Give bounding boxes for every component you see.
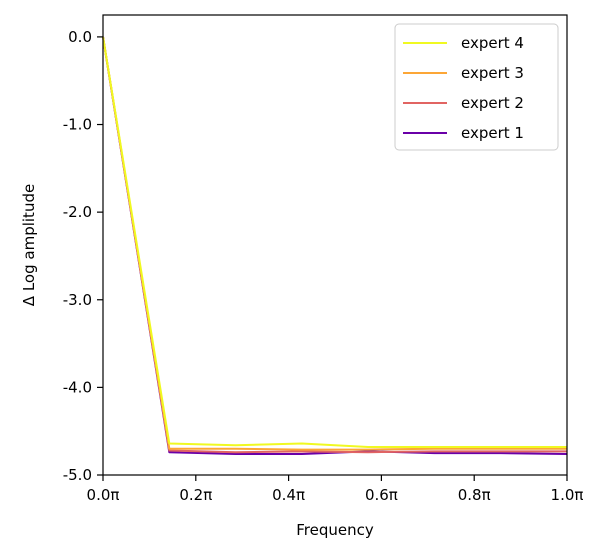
series-layer — [102, 36, 568, 455]
legend-label: expert 2 — [461, 94, 524, 112]
y-tick-label: -3.0 — [63, 291, 92, 309]
legend-label: expert 4 — [461, 34, 524, 52]
legend-label: expert 1 — [461, 124, 524, 142]
legend-label: expert 3 — [461, 64, 524, 82]
x-tick-label: 1.0π — [551, 486, 584, 504]
x-tick-label: 0.2π — [179, 486, 212, 504]
y-tick-label: -1.0 — [63, 116, 92, 134]
x-tick-label: 0.8π — [458, 486, 491, 504]
x-tick-label: 0.0π — [87, 486, 120, 504]
x-tick-label: 0.4π — [272, 486, 305, 504]
y-tick-label: -4.0 — [63, 378, 92, 396]
axes-layer: 0.0π 0.2π 0.4π 0.6π 0.8π 1.0π 0.0 -1.0 -2.0 -3.0 -… — [63, 14, 584, 504]
series-line-expert-3 — [102, 36, 567, 451]
y-tick-label: -2.0 — [63, 203, 92, 221]
series-line-expert-4 — [102, 36, 567, 448]
legend-box — [394, 23, 559, 151]
y-tick-label: -5.0 — [63, 466, 92, 484]
y-axis-label: Δ Log amplitude — [20, 184, 38, 306]
x-axis-label: Frequency — [296, 521, 374, 539]
series-line-expert-2 — [102, 36, 567, 454]
y-tick-label: 0.0 — [68, 28, 92, 46]
x-tick-label: 0.6π — [365, 486, 398, 504]
legend: expert 4 expert 3 expert 2 expert 1 — [394, 23, 559, 151]
axes-frame — [102, 14, 568, 476]
